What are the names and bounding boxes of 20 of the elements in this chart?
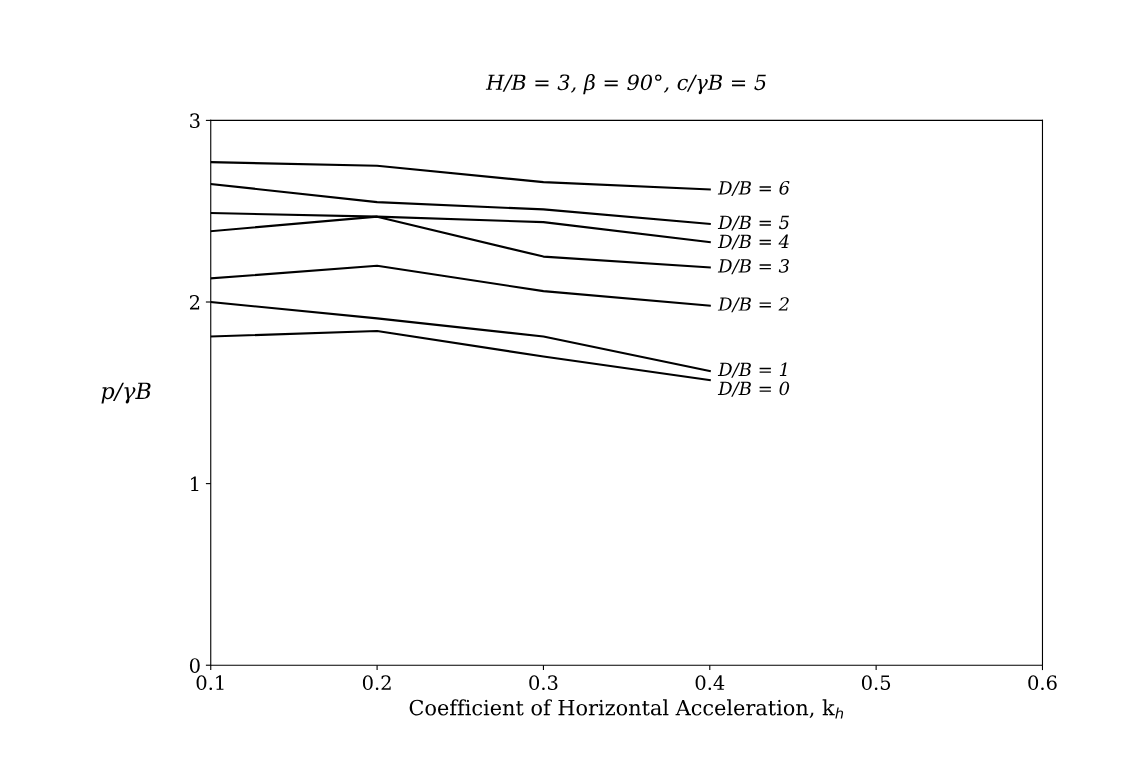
y-tick-label: 0 — [189, 658, 200, 673]
x-tick-label: 0.4 — [695, 675, 725, 690]
series-label: D/B = 1 — [717, 362, 787, 378]
chart-title: H/B = 3, β = 90°, c/γB = 5 — [485, 73, 766, 95]
series-label: D/B = 6 — [717, 180, 790, 197]
series-label: D/B = 5 — [717, 215, 789, 231]
x-tick-label: 0.6 — [1028, 675, 1057, 690]
y-tick-label: 2 — [189, 294, 200, 310]
series-label: D/B = 4 — [717, 234, 789, 250]
x-tick-label: 0.5 — [861, 675, 891, 690]
series-label: D/B = 0 — [717, 381, 790, 397]
y-tick-label: 1 — [191, 476, 199, 491]
x-axis-title: Coefficient of Horizontal Acceleration, k$_{h}$ — [409, 699, 844, 719]
series-label: D/B = 2 — [717, 297, 789, 313]
series-label: D/B = 3 — [717, 259, 789, 275]
x-tick-label: 0.2 — [362, 675, 391, 690]
x-tick-label: 0.1 — [196, 675, 224, 690]
y-axis-title: p/γB — [101, 382, 151, 404]
x-tick-label: 0.3 — [529, 675, 558, 690]
y-tick-label: 3 — [190, 113, 200, 129]
